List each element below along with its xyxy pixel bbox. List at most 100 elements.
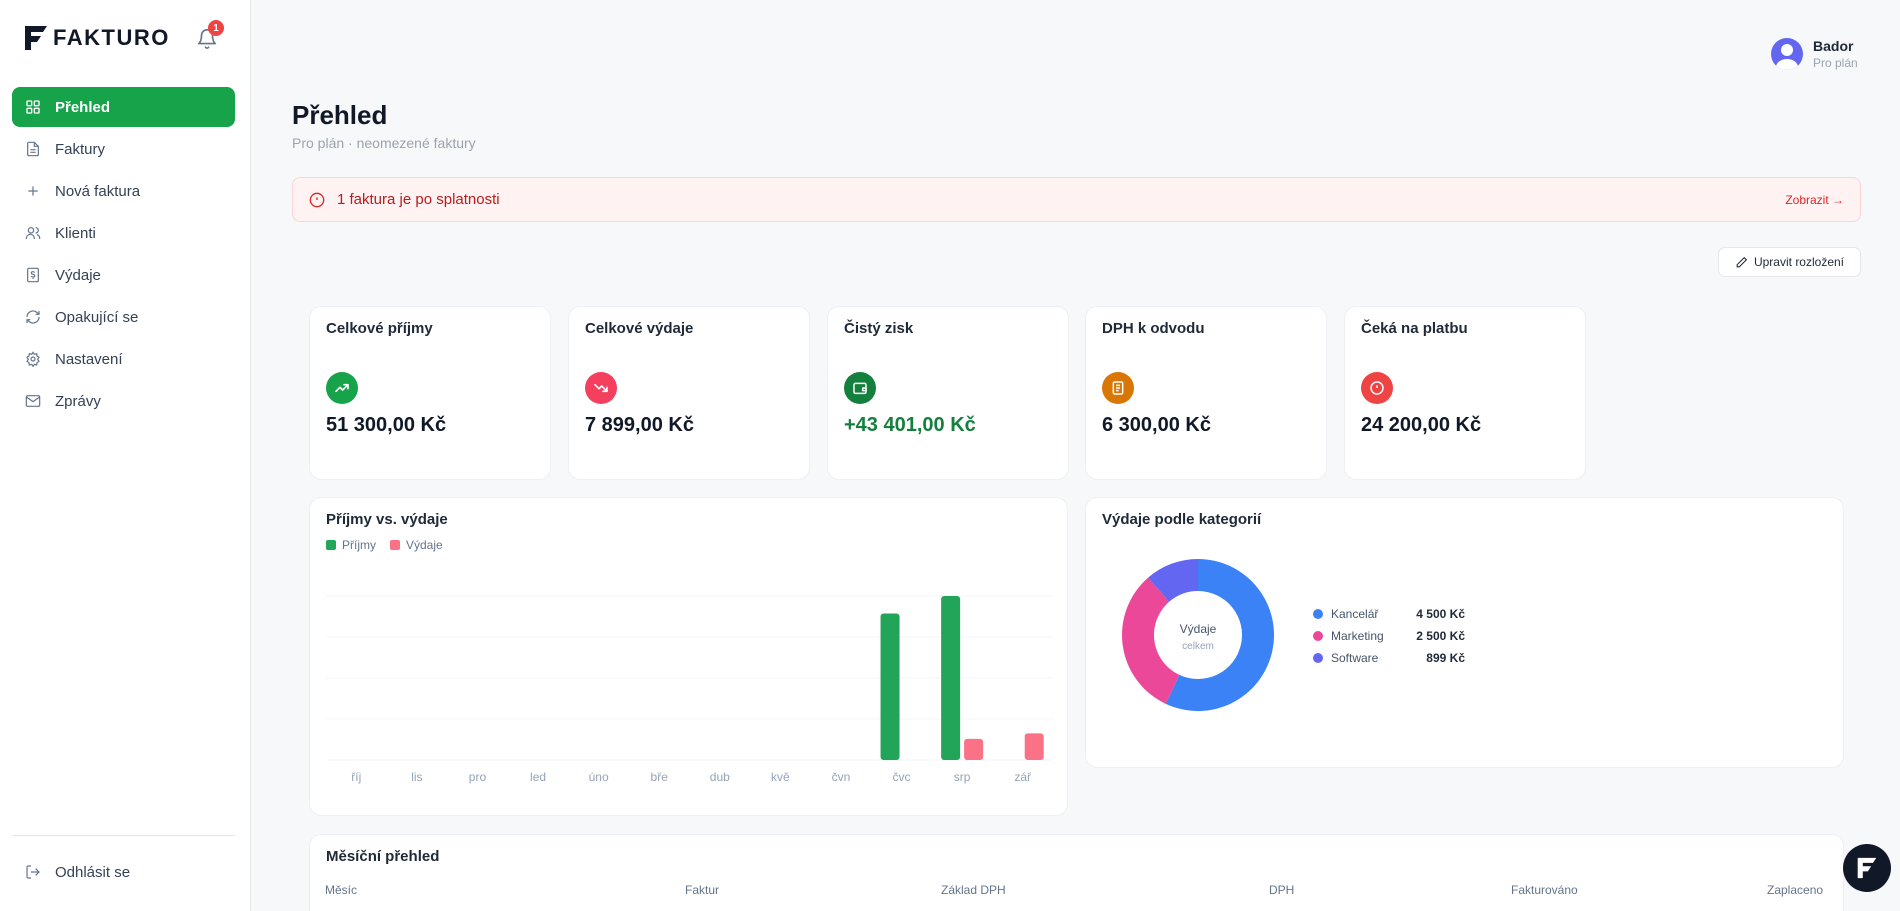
page-subtitle: Pro plán · neomezené faktury xyxy=(292,135,476,151)
sidebar-item-vydaje[interactable]: Výdaje xyxy=(12,255,235,295)
receipt-icon xyxy=(27,267,39,283)
user-menu[interactable]: Bador Pro plán xyxy=(1771,38,1858,70)
sidebar-item-zpravy[interactable]: Zprávy xyxy=(12,381,235,421)
kpi-label: DPH k odvodu xyxy=(1102,320,1205,337)
sidebar-item-nastaveni[interactable]: Nastavení xyxy=(12,339,235,379)
brand-logo[interactable]: FAKTURO xyxy=(23,24,170,52)
pencil-icon xyxy=(1736,256,1748,267)
legend-value: 4 500 Kč xyxy=(1416,607,1465,621)
column-header-month[interactable]: Měsíc xyxy=(325,883,358,897)
legend-value: 2 500 Kč xyxy=(1416,629,1465,643)
edit-layout-label: Upravit rozložení xyxy=(1753,255,1845,269)
edit-layout-button[interactable]: Upravit rozložení xyxy=(1718,247,1861,277)
fakturo-assistant-button[interactable] xyxy=(1843,844,1891,892)
column-header-vat-base[interactable]: Základ DPH xyxy=(941,883,1006,897)
fakturo-logo-icon xyxy=(25,26,47,50)
kpi-label: Čistý zisk xyxy=(844,320,914,337)
logout-label: Odhlásit se xyxy=(55,863,131,881)
bar-income xyxy=(880,613,900,760)
trend-up-icon xyxy=(326,372,358,404)
logout-icon xyxy=(26,865,40,879)
column-header-invoiced[interactable]: Fakturováno xyxy=(1511,883,1578,897)
kpi-value: 51 300,00 Kč xyxy=(326,414,447,436)
alert-circle-icon xyxy=(1361,372,1393,404)
user-plan: Pro plán xyxy=(1813,56,1858,70)
x-tick-label: říj xyxy=(351,770,361,784)
bar-expenses xyxy=(964,738,984,760)
sidebar-item-opakujici-se[interactable]: Opakující se xyxy=(12,297,235,337)
sidebar-item-label: Zprávy xyxy=(55,392,101,410)
x-tick-label: lis xyxy=(411,770,422,784)
sidebar-item-label: Nová faktura xyxy=(55,182,141,200)
sidebar-item-label: Klienti xyxy=(55,224,96,242)
kpi-label: Celkové výdaje xyxy=(585,320,694,337)
kpi-value: +43 401,00 Kč xyxy=(844,414,976,436)
kpi-value: 7 899,00 Kč xyxy=(585,414,694,436)
chart-legend: Příjmy Výdaje xyxy=(326,538,443,552)
donut-legend-item: Software 899 Kč xyxy=(1313,647,1465,669)
kpi-label: Čeká na platbu xyxy=(1361,320,1468,337)
sidebar-item-klienti[interactable]: Klienti xyxy=(12,213,235,253)
donut-legend: Kancelář 4 500 Kč Marketing 2 500 Kč Sof… xyxy=(1313,603,1465,669)
sidebar-divider xyxy=(12,835,235,836)
kpi-card-expenses: Celkové výdaje 7 899,00 Kč xyxy=(568,306,810,480)
income-vs-expenses-card: Příjmy vs. výdaje Příjmy Výdaje říj lis pr… xyxy=(309,497,1068,816)
bar-chart: říj lis pro led úno bře dub kvě čvn čvc srp zář xyxy=(326,595,1053,784)
alert-show-link[interactable]: Zobrazit → xyxy=(1785,192,1844,207)
refresh-icon xyxy=(26,310,40,324)
donut-center-sublabel: celkem xyxy=(1182,641,1214,652)
document-icon xyxy=(27,141,39,157)
notification-badge: 1 xyxy=(208,20,224,36)
logout-button[interactable]: Odhlásit se xyxy=(12,852,235,892)
alert-text: 1 faktura je po splatnosti xyxy=(337,191,500,208)
plus-icon xyxy=(28,186,38,196)
column-header-vat[interactable]: DPH xyxy=(1269,883,1295,897)
x-tick-label: pro xyxy=(469,770,487,784)
bar-expenses xyxy=(1024,733,1044,760)
expenses-by-category-card: Výdaje podle kategorií Výdaje celkem Kanc… xyxy=(1085,497,1844,768)
sidebar-item-label: Opakující se xyxy=(55,308,139,326)
bell-icon[interactable] xyxy=(196,28,218,50)
legend-label: Příjmy xyxy=(342,538,376,552)
legend-swatch xyxy=(390,540,400,550)
donut-center-label: Výdaje xyxy=(1180,622,1217,636)
sidebar-item-label: Přehled xyxy=(55,98,111,116)
x-tick-label: čvc xyxy=(893,770,911,784)
legend-dot xyxy=(1313,653,1323,663)
legend-item-income: Příjmy xyxy=(326,538,376,552)
table-title: Měsíční přehled xyxy=(326,848,440,865)
tax-document-icon xyxy=(1102,372,1134,404)
grid-icon xyxy=(26,100,40,114)
bar-income xyxy=(941,596,961,760)
kpi-label: Celkové příjmy xyxy=(326,320,433,337)
sidebar-item-label: Výdaje xyxy=(55,266,101,284)
sidebar-item-nova-faktura[interactable]: Nová faktura xyxy=(12,171,235,211)
fakturo-logo-icon xyxy=(1857,857,1877,879)
sidebar-item-prehled[interactable]: Přehled xyxy=(12,87,235,127)
kpi-card-net-profit: Čistý zisk +43 401,00 Kč xyxy=(827,306,1069,480)
x-tick-label: kvě xyxy=(771,770,790,784)
column-header-paid[interactable]: Zaplaceno xyxy=(1767,883,1824,897)
legend-value: 899 Kč xyxy=(1426,651,1465,665)
sidebar-item-faktury[interactable]: Faktury xyxy=(12,129,235,169)
legend-swatch xyxy=(326,540,336,550)
x-tick-label: led xyxy=(530,770,546,784)
sidebar-item-label: Faktury xyxy=(55,140,106,158)
donut-slice-marketing xyxy=(1122,577,1180,704)
legend-label: Výdaje xyxy=(406,538,443,552)
sidebar-nav: Přehled Faktury Nová faktura Klienti Výd… xyxy=(12,87,235,423)
users-icon xyxy=(25,227,41,239)
brand-name: FAKTURO xyxy=(53,25,170,50)
legend-name: Software xyxy=(1331,651,1379,665)
x-tick-label: bře xyxy=(651,770,669,784)
x-tick-label: srp xyxy=(954,770,971,784)
column-header-invoices[interactable]: Faktur xyxy=(685,883,720,897)
avatar xyxy=(1771,38,1803,70)
legend-item-expenses: Výdaje xyxy=(390,538,443,552)
donut-legend-item: Marketing 2 500 Kč xyxy=(1313,625,1465,647)
donut-slice-kancelář xyxy=(1165,559,1274,711)
kpi-value: 24 200,00 Kč xyxy=(1361,414,1482,436)
kpi-value: 6 300,00 Kč xyxy=(1102,414,1211,436)
sidebar-item-label: Nastavení xyxy=(55,350,123,368)
monthly-overview-card: Měsíční přehled xyxy=(309,834,1844,911)
